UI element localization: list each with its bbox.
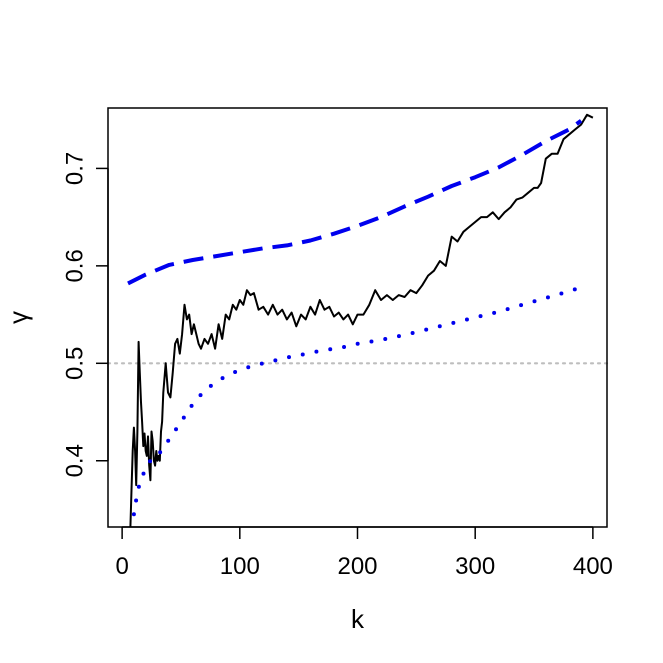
x-tick-label: 100: [220, 553, 260, 580]
y-tick-label: 0.4: [61, 444, 88, 477]
series-line-solid: [129, 113, 594, 528]
y-tick-label: 0.6: [61, 249, 88, 282]
series-layer: [127, 113, 594, 528]
series-line-dashed: [127, 119, 583, 286]
x-tick-label: 400: [573, 553, 613, 580]
x-tick-label: 300: [455, 553, 495, 580]
x-tick-label: 200: [337, 553, 377, 580]
x-tick-label: 0: [115, 553, 128, 580]
y-tick-label: 0.7: [61, 152, 88, 185]
series-line-dotted: [131, 285, 584, 517]
y-axis-title: γ: [3, 311, 33, 324]
y-tick-label: 0.5: [61, 347, 88, 380]
x-axis-title: k: [351, 604, 365, 634]
axis-layer: 0 100 200 300 400 0.4 0.5 0.6 0.7: [61, 152, 613, 580]
